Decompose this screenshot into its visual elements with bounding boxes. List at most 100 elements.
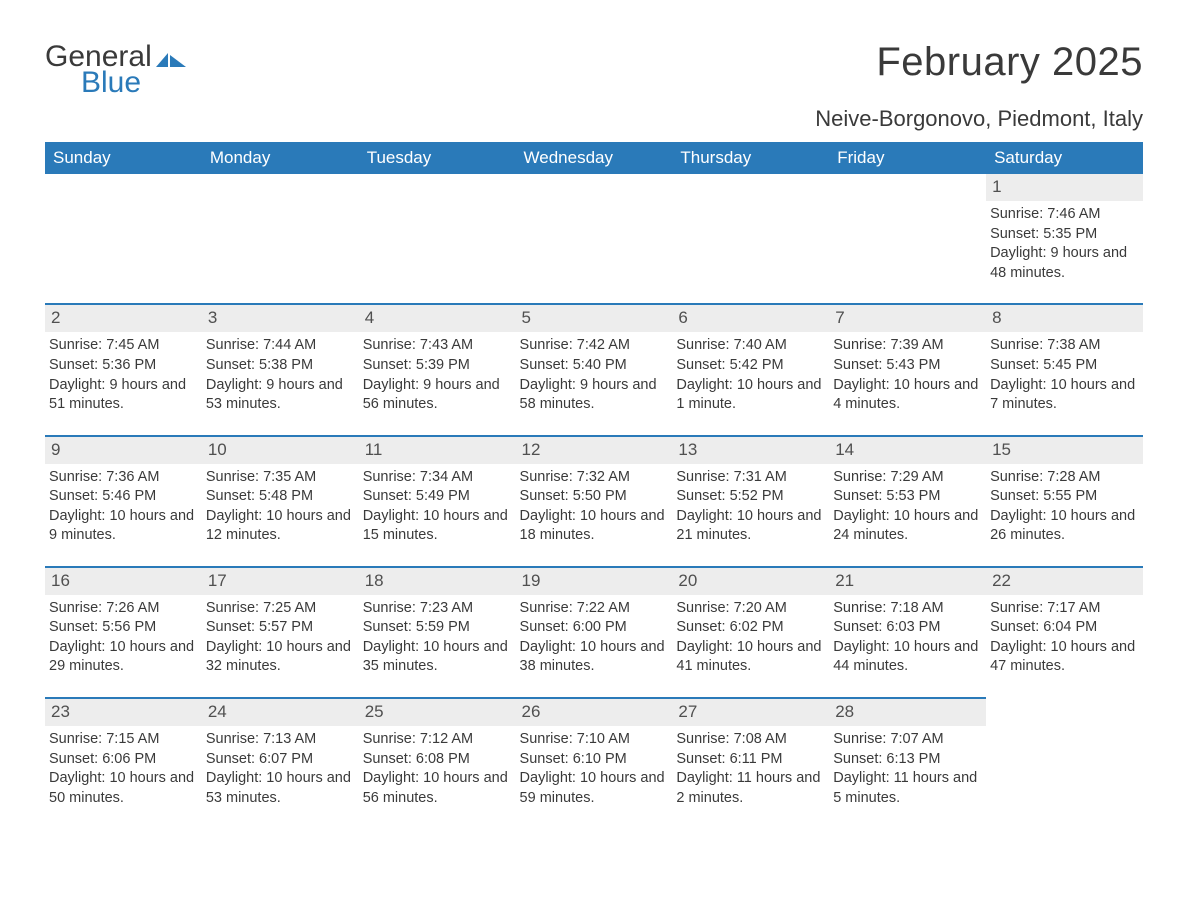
sunset-text: Sunset: 6:08 PM: [363, 750, 510, 770]
sunrise-text: Sunrise: 7:40 AM: [676, 336, 823, 356]
day-cell: Sunrise: 7:34 AMSunset: 5:49 PMDaylight:…: [359, 464, 516, 567]
sunrise-text: Sunrise: 7:13 AM: [206, 730, 353, 750]
daylight-text: Daylight: 10 hours and 32 minutes.: [206, 638, 353, 677]
sunrise-text: Sunrise: 7:39 AM: [833, 336, 980, 356]
day-cell: Sunrise: 7:12 AMSunset: 6:08 PMDaylight:…: [359, 726, 516, 828]
day-number: 9: [45, 436, 202, 464]
week-daynum-row: 1: [45, 174, 1143, 201]
sunset-text: Sunset: 5:38 PM: [206, 356, 353, 376]
week-content-row: Sunrise: 7:26 AMSunset: 5:56 PMDaylight:…: [45, 595, 1143, 698]
daylight-text: Daylight: 10 hours and 24 minutes.: [833, 507, 980, 546]
daylight-text: Daylight: 10 hours and 35 minutes.: [363, 638, 510, 677]
day-cell: Sunrise: 7:25 AMSunset: 5:57 PMDaylight:…: [202, 595, 359, 698]
empty-cell: [829, 201, 986, 304]
day-number: 23: [45, 698, 202, 726]
day-cell: Sunrise: 7:08 AMSunset: 6:11 PMDaylight:…: [672, 726, 829, 828]
day-number: 20: [672, 567, 829, 595]
sunrise-text: Sunrise: 7:18 AM: [833, 599, 980, 619]
daylight-text: Daylight: 10 hours and 4 minutes.: [833, 376, 980, 415]
daylight-text: Daylight: 10 hours and 26 minutes.: [990, 507, 1137, 546]
weekday-header: Wednesday: [516, 142, 673, 174]
daylight-text: Daylight: 9 hours and 53 minutes.: [206, 376, 353, 415]
daylight-text: Daylight: 10 hours and 53 minutes.: [206, 769, 353, 808]
day-number: 2: [45, 304, 202, 332]
sunrise-text: Sunrise: 7:22 AM: [520, 599, 667, 619]
day-cell: Sunrise: 7:23 AMSunset: 5:59 PMDaylight:…: [359, 595, 516, 698]
sunset-text: Sunset: 6:06 PM: [49, 750, 196, 770]
day-cell: Sunrise: 7:42 AMSunset: 5:40 PMDaylight:…: [516, 332, 673, 435]
daylight-text: Daylight: 10 hours and 21 minutes.: [676, 507, 823, 546]
sunset-text: Sunset: 5:59 PM: [363, 618, 510, 638]
sunset-text: Sunset: 6:02 PM: [676, 618, 823, 638]
day-number: 15: [986, 436, 1143, 464]
day-number: 27: [672, 698, 829, 726]
weekday-header: Tuesday: [359, 142, 516, 174]
day-cell: Sunrise: 7:38 AMSunset: 5:45 PMDaylight:…: [986, 332, 1143, 435]
day-cell: Sunrise: 7:10 AMSunset: 6:10 PMDaylight:…: [516, 726, 673, 828]
weekday-header-row: SundayMondayTuesdayWednesdayThursdayFrid…: [45, 142, 1143, 174]
day-number: 5: [516, 304, 673, 332]
empty-cell: [45, 174, 202, 201]
day-number: 19: [516, 567, 673, 595]
sunrise-text: Sunrise: 7:26 AM: [49, 599, 196, 619]
sunrise-text: Sunrise: 7:45 AM: [49, 336, 196, 356]
daylight-text: Daylight: 11 hours and 5 minutes.: [833, 769, 980, 808]
sunrise-text: Sunrise: 7:15 AM: [49, 730, 196, 750]
day-number: 28: [829, 698, 986, 726]
sunrise-text: Sunrise: 7:38 AM: [990, 336, 1137, 356]
sunrise-text: Sunrise: 7:35 AM: [206, 468, 353, 488]
empty-cell: [359, 201, 516, 304]
sunset-text: Sunset: 5:39 PM: [363, 356, 510, 376]
sunset-text: Sunset: 5:57 PM: [206, 618, 353, 638]
day-number: 8: [986, 304, 1143, 332]
day-cell: Sunrise: 7:45 AMSunset: 5:36 PMDaylight:…: [45, 332, 202, 435]
sunrise-text: Sunrise: 7:23 AM: [363, 599, 510, 619]
day-cell: Sunrise: 7:07 AMSunset: 6:13 PMDaylight:…: [829, 726, 986, 828]
sunset-text: Sunset: 6:07 PM: [206, 750, 353, 770]
sunrise-text: Sunrise: 7:07 AM: [833, 730, 980, 750]
empty-cell: [672, 174, 829, 201]
week-content-row: Sunrise: 7:15 AMSunset: 6:06 PM Daylight:…: [45, 726, 1143, 828]
sunset-text: Sunset: 5:40 PM: [520, 356, 667, 376]
sunset-text: Sunset: 6:03 PM: [833, 618, 980, 638]
sunrise-text: Sunrise: 7:20 AM: [676, 599, 823, 619]
day-number: 7: [829, 304, 986, 332]
sunset-text: Sunset: 6:11 PM: [676, 750, 823, 770]
sunrise-text: Sunrise: 7:44 AM: [206, 336, 353, 356]
day-cell: Sunrise: 7:46 AMSunset: 5:35 PMDaylight:…: [986, 201, 1143, 304]
sunrise-text: Sunrise: 7:32 AM: [520, 468, 667, 488]
sunrise-text: Sunrise: 7:25 AM: [206, 599, 353, 619]
day-cell: Sunrise: 7:31 AMSunset: 5:52 PMDaylight:…: [672, 464, 829, 567]
daylight-text: Daylight: 10 hours and 15 minutes.: [363, 507, 510, 546]
week-daynum-row: 16171819202122: [45, 567, 1143, 595]
sunset-text: Sunset: 6:00 PM: [520, 618, 667, 638]
day-cell: Sunrise: 7:20 AMSunset: 6:02 PMDaylight:…: [672, 595, 829, 698]
sunset-text: Sunset: 5:49 PM: [363, 487, 510, 507]
sunrise-text: Sunrise: 7:43 AM: [363, 336, 510, 356]
daylight-text: Daylight: 10 hours and 38 minutes.: [520, 638, 667, 677]
week-daynum-row: 9101112131415: [45, 436, 1143, 464]
sunrise-text: Sunrise: 7:34 AM: [363, 468, 510, 488]
location: Neive-Borgonovo, Piedmont, Italy: [45, 106, 1143, 132]
sunrise-text: Sunrise: 7:12 AM: [363, 730, 510, 750]
day-cell: Sunrise: 7:44 AMSunset: 5:38 PMDaylight:…: [202, 332, 359, 435]
week-content-row: Sunrise: 7:36 AMSunset: 5:46 PMDaylight:…: [45, 464, 1143, 567]
empty-cell: [359, 174, 516, 201]
logo: General Blue: [45, 40, 186, 100]
day-cell: Sunrise: 7:13 AMSunset: 6:07 PMDaylight:…: [202, 726, 359, 828]
day-number: 4: [359, 304, 516, 332]
daylight-text: Daylight: 9 hours and 58 minutes.: [520, 376, 667, 415]
day-number: 22: [986, 567, 1143, 595]
daylight-text: Daylight: 9 hours and 48 minutes.: [990, 244, 1137, 283]
sunrise-text: Sunrise: 7:08 AM: [676, 730, 823, 750]
daylight-text: Daylight: 9 hours and 51 minutes.: [49, 376, 196, 415]
week-daynum-row: 2345678: [45, 304, 1143, 332]
day-number: 14: [829, 436, 986, 464]
daylight-text: Daylight: 10 hours and 29 minutes.: [49, 638, 196, 677]
week-content-row: Sunrise: 7:45 AMSunset: 5:36 PMDaylight:…: [45, 332, 1143, 435]
weekday-header: Saturday: [986, 142, 1143, 174]
empty-cell: [202, 201, 359, 304]
sunset-text: Sunset: 5:46 PM: [49, 487, 196, 507]
day-number: 10: [202, 436, 359, 464]
empty-cell: [202, 174, 359, 201]
